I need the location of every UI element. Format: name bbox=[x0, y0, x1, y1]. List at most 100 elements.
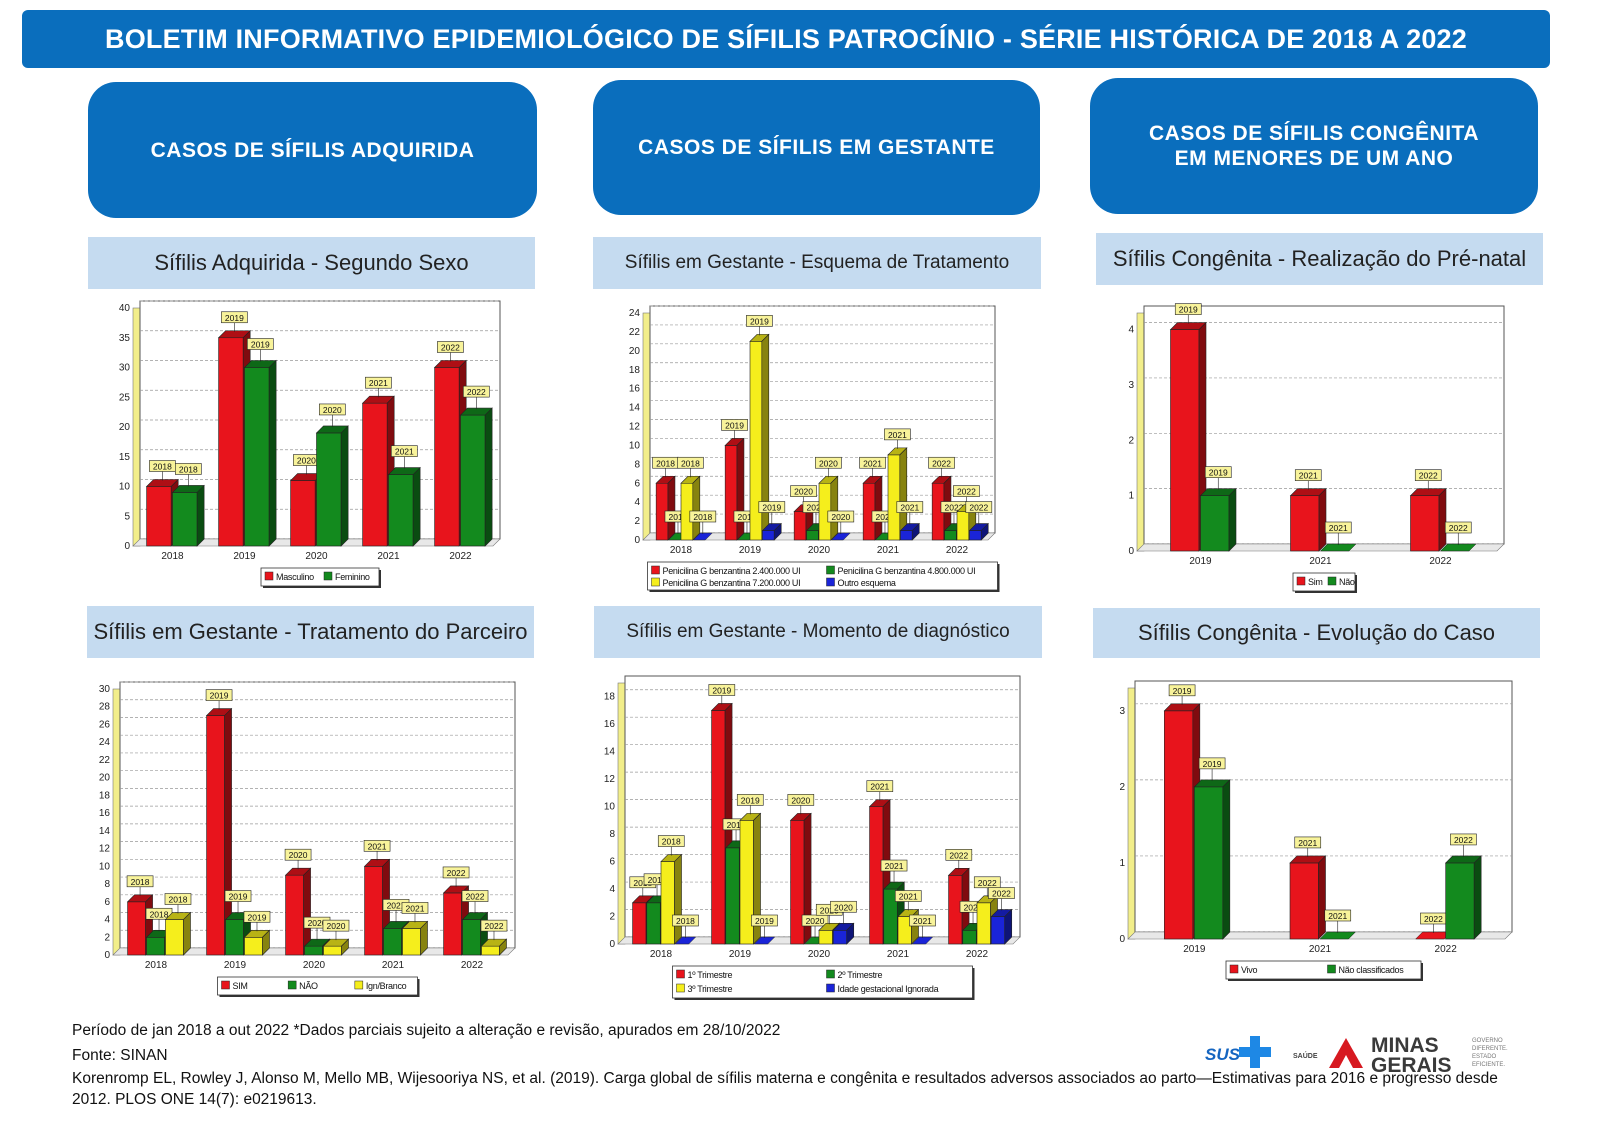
svg-text:2018: 2018 bbox=[633, 878, 652, 888]
svg-text:2021: 2021 bbox=[885, 861, 904, 871]
chart-prenatal: 0 1 2 3 4 2019 2019 2019 2021 2021 2021 2022 2022 202… bbox=[1122, 300, 1512, 600]
bar bbox=[968, 522, 989, 541]
y-tick-label: 5 bbox=[124, 511, 130, 522]
plot-side-wall bbox=[642, 312, 651, 541]
callout-label: 2019 bbox=[736, 794, 764, 806]
svg-text:Vivo: Vivo bbox=[1241, 965, 1257, 975]
section-header-pregnant: CASOS DE SÍFILIS EM GESTANTE bbox=[593, 80, 1040, 215]
x-tick-label: 2021 bbox=[887, 949, 910, 960]
callout-label: 2020 bbox=[284, 848, 312, 861]
chart-svg: 0246810121416182022242628302018201820182… bbox=[99, 681, 516, 997]
bar bbox=[243, 929, 271, 956]
svg-text:2021: 2021 bbox=[369, 378, 388, 388]
svg-text:2021: 2021 bbox=[1328, 911, 1347, 921]
bar bbox=[1193, 779, 1231, 940]
callout-label: 2018 bbox=[149, 460, 176, 472]
x-tick-label: 2022 bbox=[946, 545, 969, 556]
y-tick-label: 28 bbox=[99, 702, 111, 713]
callout-label: 2022 bbox=[1450, 833, 1477, 846]
x-tick-label: 2021 bbox=[382, 960, 405, 971]
svg-text:2022: 2022 bbox=[447, 868, 466, 878]
callout-label: 2018 bbox=[657, 835, 685, 847]
legend-item: Idade gestacional Ignorada bbox=[826, 983, 939, 994]
chart-acquired-sex: 0 5 10 15 20 25 30 35 40 2018 2018 2018 2019 2019 2019… bbox=[118, 295, 508, 595]
callout-label: 2019 bbox=[1198, 757, 1226, 770]
svg-text:2021: 2021 bbox=[888, 430, 907, 440]
chart-svg: 0 1 2 3 4 2019 2019 2019 2021 2021 2021 2022 2022 202… bbox=[1128, 303, 1505, 593]
callout-label: 2019 bbox=[221, 311, 248, 324]
svg-text:Penicilina G benzantina 7.200.: Penicilina G benzantina 7.200.000 UI bbox=[663, 578, 801, 588]
legend-item: Ign/Branco bbox=[354, 980, 407, 991]
svg-text:2020: 2020 bbox=[791, 795, 810, 805]
svg-text:2021: 2021 bbox=[368, 841, 387, 851]
callout-label: 2019 bbox=[224, 890, 252, 902]
callout-label: 2022 bbox=[463, 385, 490, 398]
footer-period: Período de jan 2018 a out 2022 *Dados pa… bbox=[72, 1022, 781, 1039]
svg-text:2020: 2020 bbox=[834, 902, 853, 912]
chart-title-prenatal: Sífilis Congênita - Realização do Pré-na… bbox=[1096, 233, 1543, 285]
y-tick-label: 12 bbox=[604, 774, 616, 785]
y-tick-label: 2 bbox=[634, 516, 640, 527]
x-tick-label: 2019 bbox=[1183, 944, 1206, 955]
y-tick-label: 30 bbox=[119, 363, 131, 374]
y-tick-label: 2 bbox=[609, 912, 615, 923]
svg-text:2020: 2020 bbox=[820, 905, 839, 915]
footer-source: Fonte: SINAN bbox=[72, 1047, 168, 1064]
svg-text:Outro esquema: Outro esquema bbox=[838, 578, 896, 588]
svg-text:2021: 2021 bbox=[900, 503, 919, 513]
chart-case-evolution: 0 1 2 3 2019 2019 2019 2021 2021 2021 2022 2022 2022… bbox=[1113, 675, 1520, 990]
callout-label: 2021 bbox=[866, 780, 894, 792]
svg-text:2019: 2019 bbox=[1173, 686, 1192, 696]
x-tick-label: 2022 bbox=[1429, 556, 1452, 567]
chart-title-diagnosis-moment: Sífilis em Gestante - Momento de diagnós… bbox=[594, 606, 1042, 658]
svg-text:2022: 2022 bbox=[969, 503, 988, 513]
svg-text:SUS: SUS bbox=[1205, 1045, 1241, 1064]
callout-label: 2019 bbox=[205, 689, 233, 701]
y-tick-label: 0 bbox=[1119, 934, 1125, 945]
legend-item: Vivo bbox=[1229, 964, 1258, 975]
svg-text:2021: 2021 bbox=[863, 458, 882, 468]
y-tick-label: 18 bbox=[604, 692, 616, 703]
svg-text:2022: 2022 bbox=[978, 878, 997, 888]
logos: SUS SAÚDE MINAS GERAIS GOVERNO DIFERENTE.… bbox=[1205, 1030, 1535, 1077]
y-tick-label: 3 bbox=[1119, 706, 1125, 717]
legend-item: SIM bbox=[221, 980, 248, 991]
x-tick-label: 2022 bbox=[966, 949, 989, 960]
y-tick-label: 14 bbox=[629, 403, 641, 414]
bar bbox=[899, 522, 920, 541]
bar bbox=[363, 858, 391, 956]
legend-item: Penicilina G benzantina 7.200.000 UI bbox=[651, 577, 801, 588]
callout-label: 2018 bbox=[672, 914, 699, 927]
callout-label: 2021 bbox=[1324, 521, 1352, 534]
chart-title-case-evolution: Sífilis Congênita - Evolução do Caso bbox=[1093, 608, 1540, 658]
footer-reference: Korenromp EL, Rowley J, Alonso M, Mello … bbox=[72, 1070, 1498, 1108]
callout-label: 2019 bbox=[721, 419, 748, 431]
svg-text:2020: 2020 bbox=[819, 458, 838, 468]
bar bbox=[480, 938, 508, 956]
svg-text:2020: 2020 bbox=[794, 487, 813, 497]
svg-text:Não classificados: Não classificados bbox=[1339, 965, 1405, 975]
x-tick-label: 2019 bbox=[729, 949, 752, 960]
bar bbox=[205, 707, 233, 956]
y-tick-label: 26 bbox=[99, 719, 111, 730]
callout-label: 2018 bbox=[677, 456, 704, 469]
chart-title-acquired-sex: Sífilis Adquirida - Segundo Sexo bbox=[88, 237, 535, 289]
bar bbox=[284, 867, 312, 956]
section-header-acquired: CASOS DE SÍFILIS ADQUIRIDA bbox=[88, 82, 537, 218]
svg-text:2019: 2019 bbox=[755, 916, 774, 926]
callout-label: 2019 bbox=[746, 315, 773, 327]
bar bbox=[724, 437, 745, 541]
svg-text:1º Trimestre: 1º Trimestre bbox=[688, 970, 733, 980]
svg-text:Feminino: Feminino bbox=[335, 572, 370, 582]
callout-label: 2021 bbox=[909, 914, 936, 927]
chart-title-partner-treatment: Sífilis em Gestante - Tratamento do Parc… bbox=[87, 606, 534, 658]
callout-label: 2022 bbox=[988, 887, 1015, 899]
callout-label: 2019 bbox=[247, 338, 274, 350]
x-tick-label: 2018 bbox=[145, 960, 168, 971]
y-tick-label: 3 bbox=[1128, 380, 1134, 391]
callout-label: 2021 bbox=[884, 428, 911, 441]
legend-item: Não bbox=[1327, 576, 1355, 587]
y-tick-label: 0 bbox=[124, 541, 130, 552]
y-tick-label: 1 bbox=[1119, 858, 1125, 869]
